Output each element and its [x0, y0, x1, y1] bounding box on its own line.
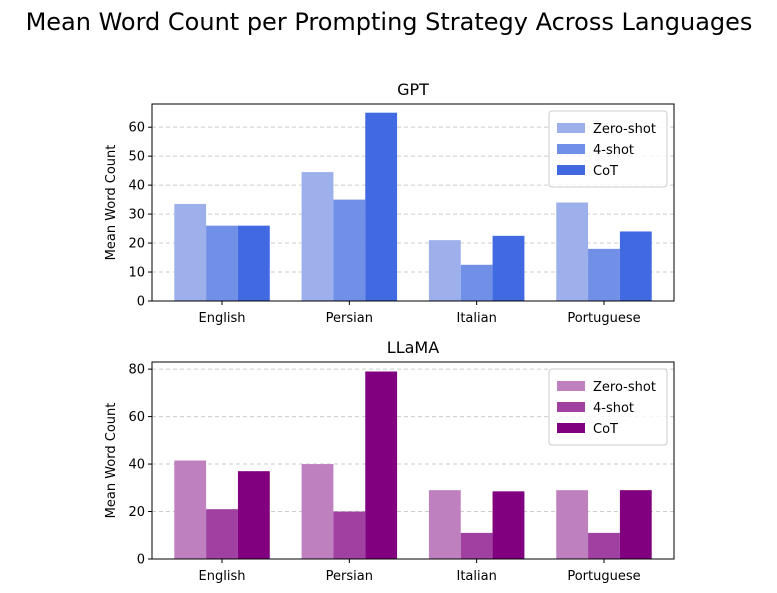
chart2-bar-zero-shot-italian — [428, 490, 461, 559]
chart2-y-axis-label: Mean Word Count — [104, 403, 119, 519]
chart2-ytick-label: 60 — [128, 410, 145, 425]
chart1-bar-4-shot-portuguese — [588, 248, 620, 301]
chart1-bar-zero-shot-portuguese — [556, 202, 589, 301]
chart1-ytick-label: 20 — [128, 237, 145, 252]
chart1-bar-cot-portuguese — [619, 231, 652, 301]
chart2-xtick-label: Italian — [456, 569, 496, 584]
chart2-xtick-label: Portuguese — [567, 569, 640, 584]
chart2-ytick-label: 40 — [128, 458, 145, 473]
chart1-panel: GPT 0 10 20 30 40 50 60 English Persian Italian Por… — [104, 80, 675, 326]
chart2-bar-4-shot-persian — [333, 511, 366, 559]
chart2-title: LLaMA — [387, 338, 439, 357]
chart1-bar-4-shot-italian — [460, 264, 493, 301]
chart2-ytick-label: 20 — [128, 505, 145, 520]
chart1-xtick-label: English — [199, 311, 246, 326]
chart1-bar-cot-italian — [492, 235, 525, 301]
chart2-bar-4-shot-italian — [460, 532, 493, 559]
chart2-bar-zero-shot-english — [174, 460, 207, 559]
chart1-ytick-label: 60 — [128, 121, 145, 136]
chart1-bar-zero-shot-english — [174, 203, 207, 301]
chart1-legend-swatch — [557, 165, 585, 175]
chart2-legend-label: 4-shot — [593, 401, 634, 416]
chart2-bar-4-shot-english — [206, 509, 238, 559]
chart2-legend-swatch — [557, 381, 585, 391]
chart1-legend-label: Zero-shot — [593, 122, 656, 137]
chart2-legend-swatch — [557, 423, 585, 433]
chart1-title: GPT — [397, 80, 429, 99]
chart2-bar-4-shot-portuguese — [588, 532, 620, 559]
chart1-legend-label: 4-shot — [593, 143, 634, 158]
chart1-ytick-label: 50 — [128, 150, 145, 165]
chart1-ytick-label: 30 — [128, 208, 145, 223]
figure-title: Mean Word Count per Prompting Strategy A… — [26, 8, 753, 36]
chart1-bar-4-shot-persian — [333, 199, 366, 301]
chart1-xtick-label: Portuguese — [567, 311, 640, 326]
chart2-bar-zero-shot-portuguese — [556, 490, 589, 559]
chart1-bar-cot-english — [237, 225, 270, 301]
chart1-xtick-label: Persian — [326, 311, 373, 326]
chart2-panel: LLaMA 0 20 40 60 80 English Persian Italian Portu… — [104, 338, 675, 584]
chart2-legend-swatch — [557, 402, 585, 412]
chart1-legend: Zero-shot 4-shot CoT — [548, 110, 668, 188]
chart1-bar-zero-shot-italian — [428, 240, 461, 301]
chart2-legend-label: CoT — [593, 422, 618, 437]
chart1-bar-cot-persian — [365, 112, 398, 301]
chart1-legend-swatch — [557, 144, 585, 154]
chart1-bar-4-shot-english — [206, 225, 238, 301]
chart1-axes-frame — [151, 103, 675, 302]
chart1-ytick-label: 40 — [128, 179, 145, 194]
chart1-legend-swatch — [557, 123, 585, 133]
chart1-ytick-label: 10 — [128, 266, 145, 281]
chart2-legend: Zero-shot 4-shot CoT — [548, 368, 668, 446]
chart2-ytick-label: 80 — [128, 363, 145, 378]
chart2-xtick-label: Persian — [326, 569, 373, 584]
chart1-ytick-label: 0 — [137, 295, 145, 310]
chart2-axes-frame — [151, 361, 675, 560]
chart2-ytick-label: 0 — [137, 553, 145, 568]
chart2-bar-cot-persian — [365, 371, 398, 559]
chart2-legend-label: Zero-shot — [593, 380, 656, 395]
chart2-bar-zero-shot-persian — [301, 464, 334, 559]
chart1-legend-label: CoT — [593, 164, 618, 179]
chart2-bar-cot-italian — [492, 491, 525, 559]
chart1-bar-zero-shot-persian — [301, 172, 334, 301]
chart2-bar-cot-portuguese — [619, 490, 652, 559]
chart2-xtick-label: English — [199, 569, 246, 584]
chart1-xtick-label: Italian — [456, 311, 496, 326]
chart2-bar-cot-english — [237, 471, 270, 559]
chart1-y-axis-label: Mean Word Count — [104, 145, 119, 261]
